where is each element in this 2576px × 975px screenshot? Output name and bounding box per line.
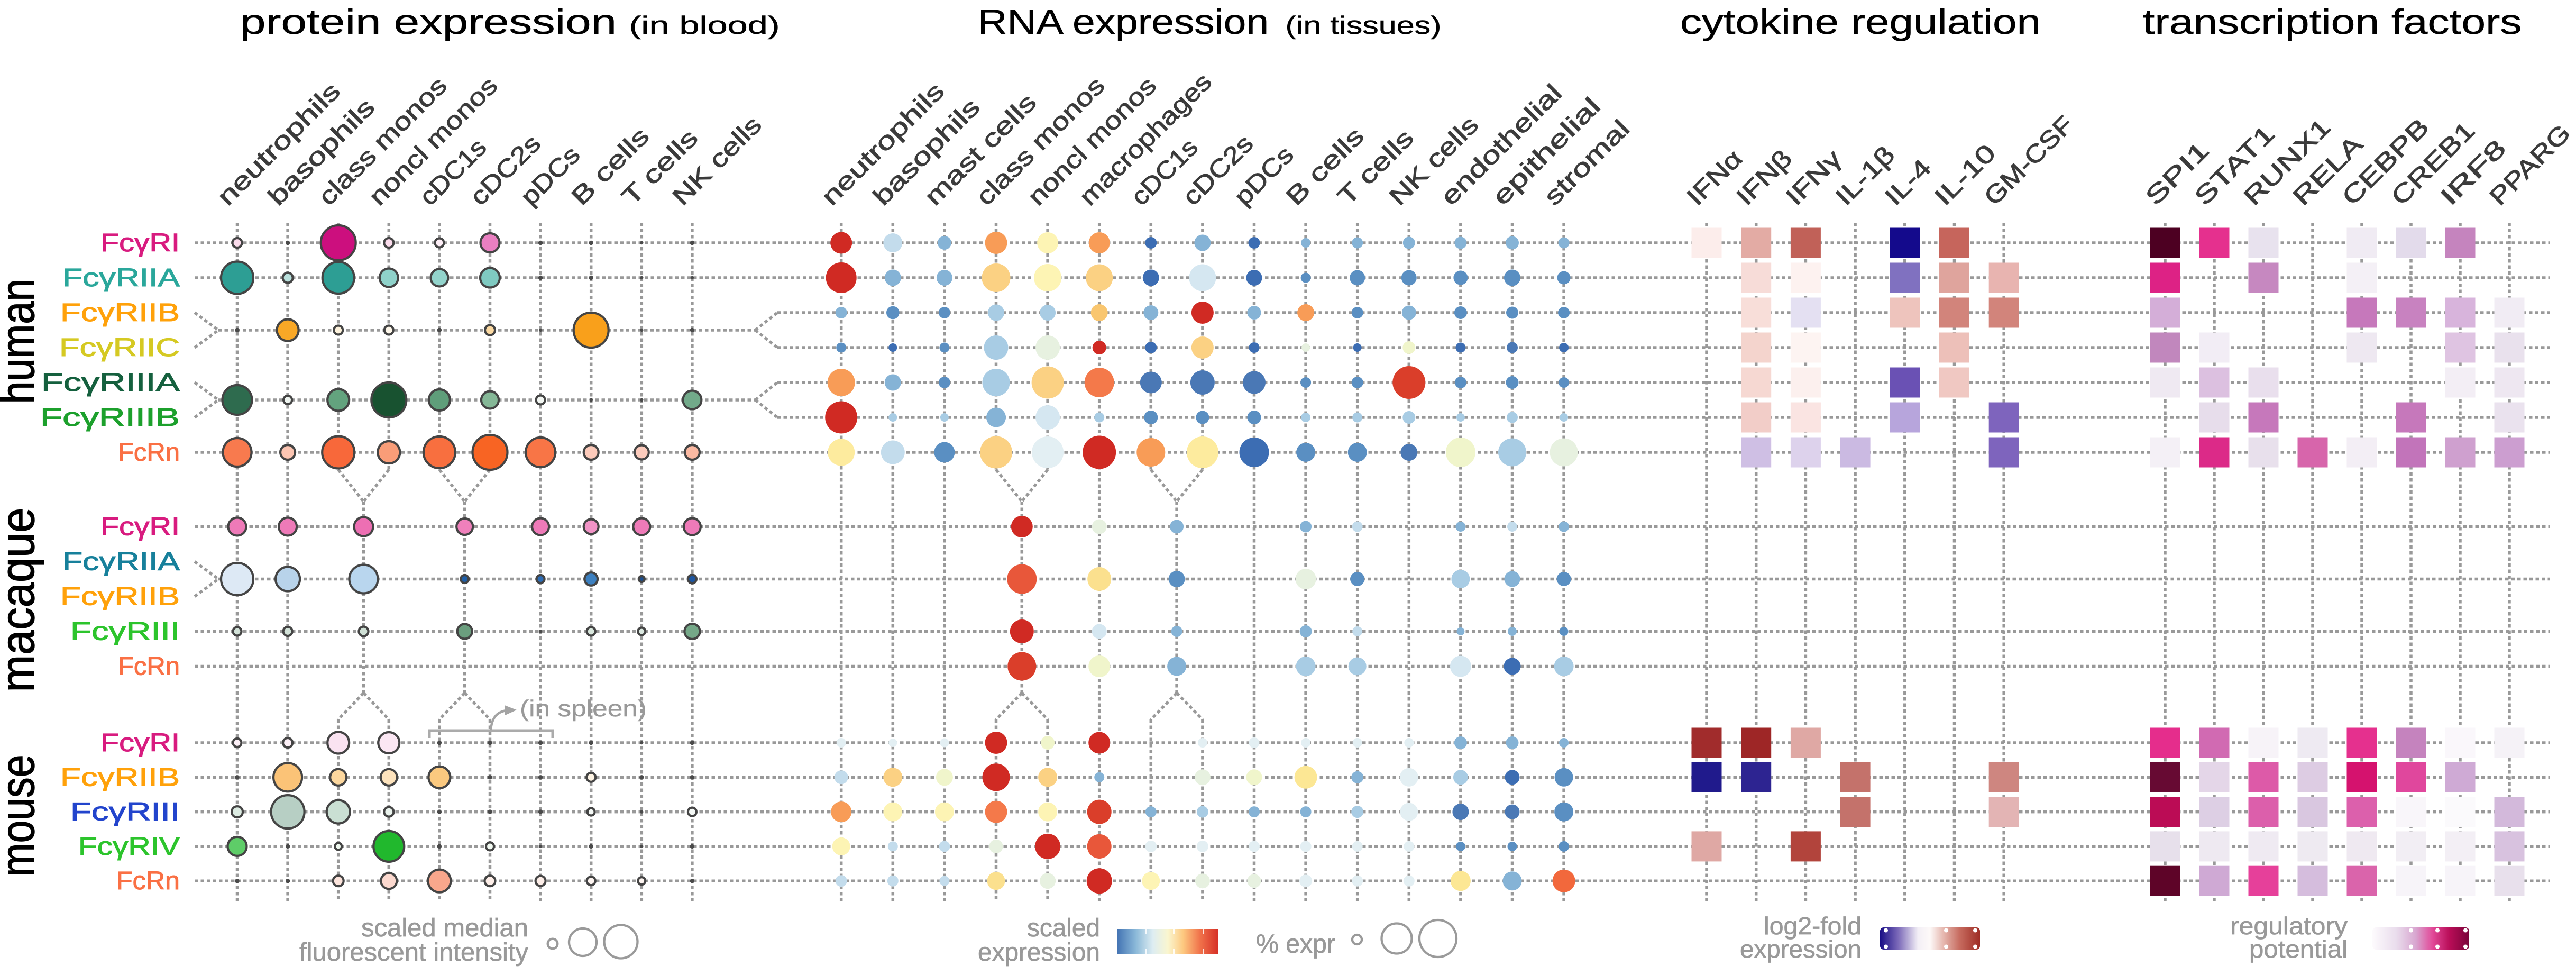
svg-text:(in blood): (in blood) bbox=[629, 11, 780, 39]
svg-text:scaled: scaled bbox=[1027, 914, 1100, 942]
svg-text:FcγRIII: FcγRIII bbox=[70, 798, 180, 826]
svg-text:FcγRIIA: FcγRIIA bbox=[62, 264, 180, 292]
svg-text:FcγRI: FcγRI bbox=[100, 729, 180, 757]
svg-text:scaled median: scaled median bbox=[361, 914, 528, 942]
svg-text:FcγRIIB: FcγRIIB bbox=[60, 299, 180, 327]
svg-text:FcγRI: FcγRI bbox=[100, 513, 180, 541]
svg-text:human: human bbox=[0, 279, 44, 404]
svg-text:FcγRIIC: FcγRIIC bbox=[59, 334, 180, 362]
svg-text:protein expression: protein expression bbox=[240, 2, 617, 41]
svg-text:FcγRIIA: FcγRIIA bbox=[62, 548, 180, 576]
svg-text:FcγRIIIA: FcγRIIIA bbox=[41, 369, 180, 397]
svg-text:FcγRIIB: FcγRIIB bbox=[60, 763, 180, 791]
svg-text:potential: potential bbox=[2249, 935, 2348, 963]
svg-text:FcγRIV: FcγRIV bbox=[78, 833, 180, 861]
svg-text:log2-fold: log2-fold bbox=[1764, 912, 1862, 940]
svg-text:expression: expression bbox=[1740, 935, 1862, 963]
svg-text:FcRn: FcRn bbox=[118, 439, 180, 467]
svg-text:FcRn: FcRn bbox=[116, 867, 180, 895]
svg-text:mouse: mouse bbox=[0, 755, 44, 877]
svg-text:macaque: macaque bbox=[0, 508, 44, 692]
svg-text:regulatory: regulatory bbox=[2230, 912, 2348, 940]
svg-text:% expr: % expr bbox=[1256, 929, 1335, 959]
svg-text:(in tissues): (in tissues) bbox=[1286, 11, 1442, 39]
svg-text:expression: expression bbox=[978, 938, 1100, 967]
svg-text:FcγRIIB: FcγRIIB bbox=[60, 583, 180, 611]
svg-text:FcRn: FcRn bbox=[118, 653, 180, 681]
svg-text:FcγRIIIB: FcγRIIIB bbox=[40, 404, 180, 432]
svg-text:fluorescent intensity: fluorescent intensity bbox=[299, 938, 528, 967]
svg-text:RNA expression: RNA expression bbox=[978, 2, 1269, 41]
svg-text:transcription factors: transcription factors bbox=[2143, 2, 2522, 41]
svg-text:cytokine regulation: cytokine regulation bbox=[1680, 2, 2041, 41]
svg-text:FcγRIII: FcγRIII bbox=[70, 618, 180, 646]
svg-text:FcγRI: FcγRI bbox=[100, 229, 180, 257]
svg-text:(in spleen): (in spleen) bbox=[520, 696, 647, 722]
